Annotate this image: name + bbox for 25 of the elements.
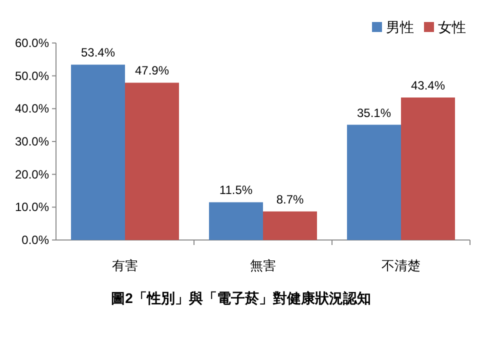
y-tick-label: 50.0%	[14, 68, 50, 83]
y-tick-label: 20.0%	[14, 167, 50, 182]
bar	[209, 202, 263, 240]
bar	[125, 82, 179, 240]
bar	[401, 98, 455, 240]
data-label: 43.4%	[410, 78, 446, 93]
x-tick-label: 無害	[250, 258, 276, 273]
data-label: 53.4%	[80, 46, 116, 60]
y-tick-label: 10.0%	[14, 200, 50, 214]
y-tick-label: 40.0%	[14, 102, 50, 116]
data-label: 11.5%	[219, 183, 253, 198]
bar	[347, 124, 401, 240]
legend-label: 男性	[386, 19, 414, 35]
data-label: 47.9%	[134, 64, 170, 78]
bar	[263, 211, 317, 240]
bar	[71, 64, 125, 240]
x-tick-label: 有害	[112, 258, 138, 273]
legend-label: 女性	[438, 19, 466, 35]
data-label: 35.1%	[356, 106, 392, 120]
text: 圖2「性別」與「電子菸」對健康狀況認知	[111, 290, 371, 306]
x-tick-label: 不清楚	[382, 258, 420, 273]
y-tick-label: 0.0%	[22, 233, 50, 247]
y-tick-label: 30.0%	[14, 134, 50, 148]
data-label: 8.7%	[276, 192, 304, 206]
y-tick-label: 60.0%	[14, 36, 50, 50]
